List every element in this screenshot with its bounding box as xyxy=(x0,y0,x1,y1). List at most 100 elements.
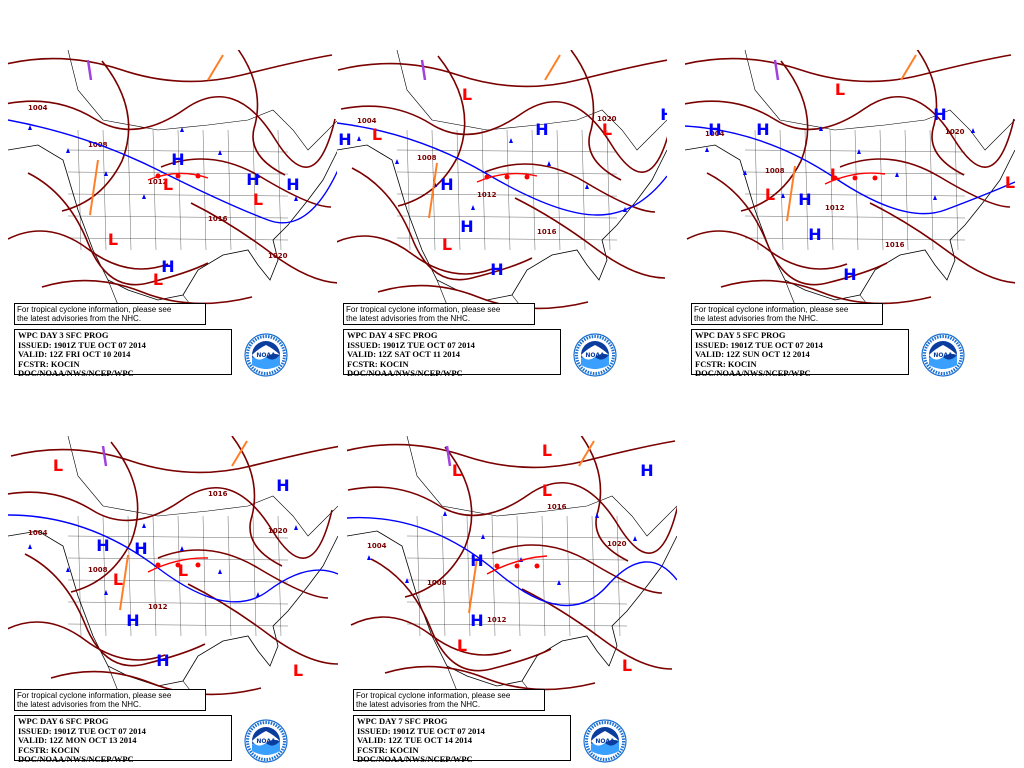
state-line xyxy=(929,129,934,251)
state-line xyxy=(202,515,207,637)
border-line xyxy=(406,436,677,537)
high-pressure-symbol: H xyxy=(933,105,946,124)
isobar-label: 1008 xyxy=(417,154,437,162)
coastline xyxy=(8,530,338,687)
warm-front xyxy=(476,172,538,183)
trough xyxy=(89,159,99,216)
warm-front xyxy=(824,172,886,185)
isobar-label: 1012 xyxy=(825,204,845,212)
state-line xyxy=(506,129,511,251)
tropical-cyclone-note: For tropical cyclone information, please… xyxy=(343,303,535,325)
isobar xyxy=(61,60,130,212)
tc-note-line-1: For tropical cyclone information, please… xyxy=(356,691,511,700)
fronts-layer xyxy=(8,54,338,224)
isobar xyxy=(8,486,333,559)
cold-front-barb xyxy=(180,546,184,551)
state-line xyxy=(406,535,628,539)
isobar xyxy=(570,50,622,181)
isobar xyxy=(8,95,336,168)
isobar-label: 1016 xyxy=(537,228,557,236)
isobar xyxy=(337,59,667,88)
state-line xyxy=(854,129,859,251)
cold-front-barb xyxy=(547,161,551,166)
high-pressure-symbol: H xyxy=(490,260,503,279)
forecast-panel-day4: 1004 1008 1012 1016 1020 H H H H H H L L L L For tropi… xyxy=(337,50,667,380)
isobar xyxy=(237,50,286,176)
isobar xyxy=(685,54,1012,83)
high-pressure-symbol: H xyxy=(161,257,174,276)
coastline xyxy=(337,144,667,301)
cold-front-barb xyxy=(557,580,561,585)
product-info-box: WPC DAY 4 SFC PROG ISSUED: 1901Z TUE OCT… xyxy=(343,329,561,378)
state-line xyxy=(406,623,628,627)
product-title: WPC DAY 4 SFC PROG xyxy=(347,330,438,340)
occluded-front xyxy=(445,445,452,467)
tropical-cyclone-note: For tropical cyclone information, please… xyxy=(14,689,206,711)
cold-front-barb xyxy=(142,523,146,528)
state-line xyxy=(67,557,289,561)
tc-note-line-2: the latest advisories from the NHC. xyxy=(694,314,819,323)
high-pressure-symbol: H xyxy=(808,225,821,244)
low-pressure-symbol: L xyxy=(622,656,632,675)
warm-front-lobe xyxy=(832,175,838,181)
isobar xyxy=(157,549,329,599)
high-pressure-symbol: H xyxy=(470,611,483,630)
trough xyxy=(231,440,248,467)
isobar xyxy=(377,284,589,310)
low-pressure-symbol: L xyxy=(293,661,303,680)
low-pressure-symbol: L xyxy=(442,235,452,254)
warm-front-lobe xyxy=(494,563,500,569)
cold-front-barb xyxy=(256,173,260,178)
isobar xyxy=(27,172,209,286)
cold-front-barb xyxy=(509,138,513,143)
tc-note-line-1: For tropical cyclone information, please… xyxy=(346,305,501,314)
isobar-label: 1008 xyxy=(88,566,108,574)
state-line xyxy=(481,129,486,251)
tc-note-line-2: the latest advisories from the NHC. xyxy=(17,314,142,323)
warm-front xyxy=(147,557,209,573)
warm-front-lobe xyxy=(504,174,510,180)
low-pressure-symbol: L xyxy=(542,441,552,460)
warm-front-lobe xyxy=(852,175,858,181)
cold-front-barb xyxy=(443,511,447,516)
cold-front xyxy=(347,516,677,607)
coastline xyxy=(8,144,338,301)
isobar xyxy=(187,583,338,665)
warm-front-lobe xyxy=(872,175,878,181)
state-line xyxy=(127,129,132,251)
isobar xyxy=(231,436,283,567)
isobar-label: 1004 xyxy=(367,542,387,550)
isobar xyxy=(10,445,338,474)
state-line xyxy=(904,129,909,251)
cold-front-barb xyxy=(595,513,599,518)
tropical-cyclone-note: For tropical cyclone information, please… xyxy=(691,303,883,325)
high-pressure-symbol: H xyxy=(756,120,769,139)
cold-front-barb xyxy=(971,128,975,133)
isobar xyxy=(8,230,169,270)
low-pressure-symbol: L xyxy=(153,270,163,289)
isobar xyxy=(685,95,1015,168)
state-line xyxy=(102,129,107,251)
isobar-label: 1004 xyxy=(28,104,48,112)
high-pressure-symbol: H xyxy=(156,651,169,670)
state-line xyxy=(416,515,421,637)
state-line xyxy=(456,129,461,251)
noaa-logo: NOAA xyxy=(583,719,627,763)
warm-front-lobe xyxy=(534,563,540,569)
high-pressure-symbol: H xyxy=(286,175,299,194)
cold-front-barb xyxy=(104,171,108,176)
issued-time: ISSUED: 1901Z TUE OCT 07 2014 xyxy=(347,339,475,350)
warm-front xyxy=(486,555,548,575)
high-pressure-symbol: H xyxy=(171,150,184,169)
trough xyxy=(428,162,438,219)
state-line xyxy=(829,129,834,251)
cold-front-barb xyxy=(633,536,637,541)
low-pressure-symbol: L xyxy=(765,185,775,204)
isobar-label: 1016 xyxy=(208,490,228,498)
noaa-logo-text: NOAA xyxy=(595,738,615,745)
high-pressure-symbol: H xyxy=(134,539,147,558)
